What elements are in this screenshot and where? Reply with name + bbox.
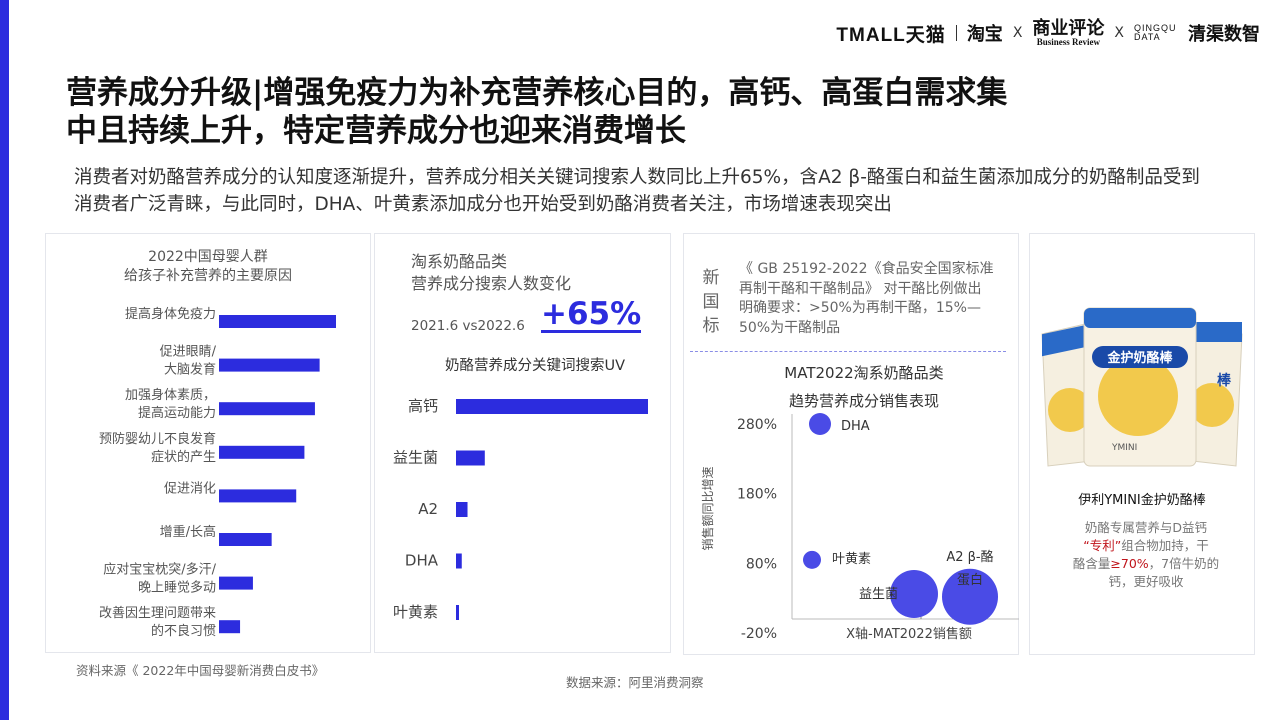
bubble-point	[809, 413, 831, 435]
keyword-bar	[456, 450, 485, 466]
chart3-title-line2: 趋势营养成分销售表现	[789, 392, 939, 410]
dashed-divider	[690, 351, 1006, 352]
reason-label: 促进眼睛/	[160, 345, 217, 360]
qingqu-logo: QINGQU DATA 清渠数智	[1134, 23, 1260, 46]
reason-label: 应对宝宝枕突/多汗/	[103, 562, 216, 578]
keyword-bar	[456, 605, 459, 620]
source-note-1: 资料来源《 2022年中国母婴新消费白皮书》	[76, 663, 325, 678]
panel-nutrition-reasons: 2022中国母婴人群 给孩子补充营养的主要原因 提高身体免疫力促进眼睛/大脑发育加…	[45, 233, 371, 653]
y-tick-label: -20%	[741, 626, 777, 642]
keyword-bar	[456, 502, 468, 517]
reason-bar	[219, 402, 315, 416]
panel-search-uv: 淘系奶酪品类 营养成分搜索人数变化 2021.6 vs2022.6 +65% 奶酪…	[374, 233, 671, 653]
reason-label: 改善因生理问题带来	[99, 605, 216, 621]
y-tick-label: 280%	[737, 417, 777, 433]
bubble-label: 益生菌	[859, 587, 898, 602]
page-subtitle: 消费者对奶酪营养成分的认知度逐渐提升，营养成分相关关键词搜索人数同比上升65%，…	[74, 167, 1200, 215]
source-note-2: 数据来源：阿里消费洞察	[566, 675, 704, 690]
brand-logos: TMALL天猫 淘宝 X 商业评论 Business Review X QING…	[836, 18, 1260, 48]
new-standard-text: 《 GB 25192-2022《食品安全国家标准 再制干酪和干酪制品》 对干酪比…	[739, 261, 994, 336]
reason-label: 促进消化	[164, 481, 216, 496]
keyword-label: 高钙	[408, 397, 438, 415]
panel1-title: 2022中国母婴人群 给孩子补充营养的主要原因	[124, 249, 292, 284]
svg-text:棒: 棒	[1217, 372, 1232, 389]
panel-sales-performance: 新国标 《 GB 25192-2022《食品安全国家标准 再制干酪和干酪制品》 …	[683, 233, 1019, 655]
reason-label: 的不良习惯	[151, 623, 216, 639]
reason-label: 症状的产生	[151, 449, 216, 465]
product-box-center: 金护奶酪棒 YMINI	[1083, 307, 1197, 467]
bubble-point	[942, 568, 998, 625]
reason-bar	[219, 489, 297, 503]
bubble-point	[890, 569, 938, 618]
reason-label: 加强身体素质，	[125, 387, 216, 403]
reason-label: 大脑发育	[164, 362, 216, 378]
package-brand: YMINI	[1111, 443, 1137, 453]
reason-bar	[219, 533, 272, 546]
accent-bar	[0, 0, 9, 720]
reason-bar	[219, 620, 241, 634]
reason-label: 预防婴幼儿不良发育	[99, 431, 216, 447]
search-uv-chart-title: 奶酪营养成分关键词搜索UV	[444, 358, 626, 374]
tmall-logo: TMALL天猫	[836, 23, 946, 46]
reason-bar	[219, 358, 320, 372]
y-tick-label: 180%	[737, 487, 777, 503]
keyword-label: DHA	[405, 552, 439, 570]
product-box-right: 棒	[1183, 321, 1243, 467]
period-label: 2021.6 vs2022.6	[411, 318, 525, 334]
product-description: 奶酪专属营养与D益钙 “专利”组合物加持，干 酪含量≥70%，7倍牛奶的 钙，更…	[1072, 520, 1220, 589]
panel2-title: 淘系奶酪品类 营养成分搜索人数变化	[411, 252, 572, 293]
keyword-label: A2	[418, 500, 438, 518]
brand-x-1: X	[1012, 25, 1023, 41]
keyword-bar	[456, 399, 648, 414]
bubble-label: A2 β-酪	[946, 549, 993, 565]
bubble-point	[803, 550, 821, 569]
y-tick-label: 80%	[746, 556, 777, 572]
keyword-label: 叶黄素	[393, 603, 438, 621]
sales-bubble-chart: MAT2022淘系奶酪品类 趋势营养成分销售表现 280% 180% 80% -20%…	[700, 364, 1019, 642]
package-text: 金护奶酪棒	[1106, 350, 1173, 366]
product-name: 伊利YMINI金护奶酪棒	[1078, 493, 1206, 508]
reason-label: 提高运动能力	[138, 405, 216, 421]
taobao-logo: 淘宝	[966, 24, 1003, 45]
reason-label: 提高身体免疫力	[125, 306, 216, 322]
x-axis-label: X轴-MAT2022销售额	[846, 626, 972, 642]
reason-bar	[219, 445, 305, 459]
chart3-title-line1: MAT2022淘系奶酪品类	[784, 364, 943, 382]
brand-divider	[955, 25, 957, 41]
bubble-label: 叶黄素	[832, 552, 871, 567]
bubble-label: 蛋白	[957, 572, 983, 588]
keyword-label: 益生菌	[393, 449, 438, 467]
page-title: 营养成分升级|增强免疫力为补充营养核心目的，高钙、高蛋白需求集 中且持续上升，特定…	[66, 75, 1008, 149]
reason-label: 增重/长高	[160, 524, 216, 540]
panel-product: 棒 金护奶酪棒 YMINI 伊利YMINI金护奶酪棒 奶酪专属营养与D益钙 “专…	[1029, 233, 1255, 655]
reason-bar	[219, 315, 336, 328]
growth-value: +65%	[541, 296, 642, 333]
business-review-logo: 商业评论 Business Review	[1032, 17, 1105, 47]
reason-label: 晚上睡觉多动	[138, 580, 216, 596]
bubble-label: DHA	[841, 419, 870, 434]
y-axis-label: 销售额同比增速	[700, 466, 715, 550]
brand-x-2: X	[1114, 25, 1124, 41]
keyword-bar	[456, 553, 462, 569]
reason-bar	[219, 576, 253, 590]
new-standard-label: 新国标	[702, 268, 720, 336]
product-image: 棒 金护奶酪棒 YMINI	[1041, 307, 1243, 467]
